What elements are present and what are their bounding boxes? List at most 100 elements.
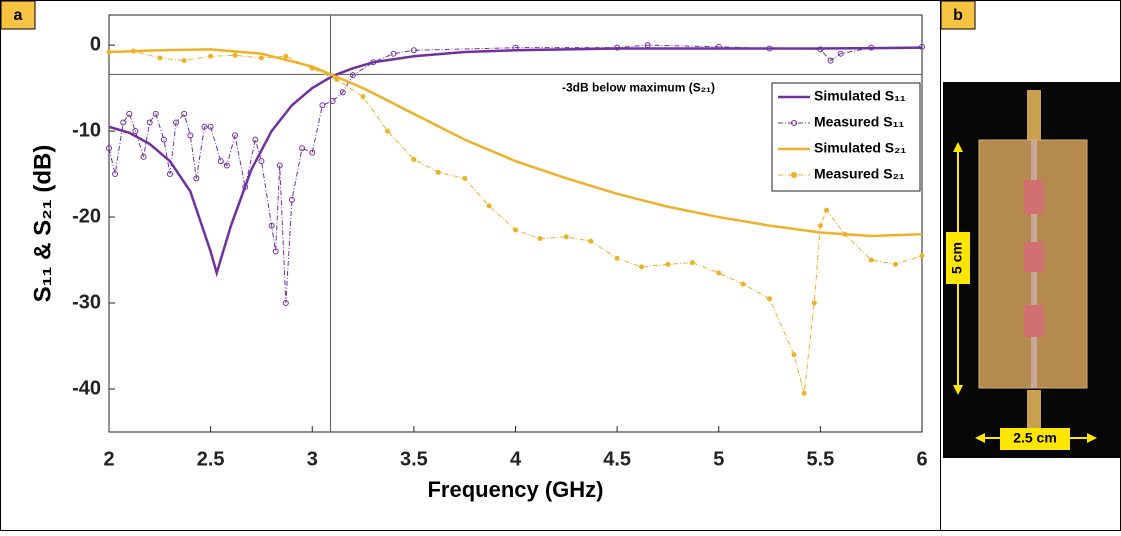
marker [411,156,417,162]
marker [258,158,265,165]
y-tick-label: 0 [90,33,101,55]
legend-label: Measured S₂₁ [814,166,905,182]
panel-label: a [14,7,23,24]
marker [817,223,823,229]
marker [563,234,569,240]
marker [435,169,441,175]
marker [160,136,167,143]
marker [689,260,695,266]
marker [360,94,366,100]
marker [288,196,295,203]
marker [827,57,834,64]
x-tick-label: 5 [713,448,724,470]
marker [811,300,817,306]
marker [486,203,492,209]
marker [868,257,874,263]
y-tick-label: -20 [72,205,101,227]
x-tick-label: 3 [307,448,318,470]
panel-label-box [0,0,36,30]
legend-marker [791,120,797,126]
marker [126,110,133,117]
marker [258,55,264,61]
marker [614,255,620,261]
marker [715,43,722,50]
series-line [108,48,923,238]
marker [173,119,180,126]
marker [106,49,112,55]
marker [817,46,824,53]
marker [187,132,194,139]
marker [120,119,127,126]
marker [513,227,518,233]
resonator [1024,242,1044,272]
y-tick-label: -40 [72,377,101,399]
marker [319,102,326,109]
marker [384,128,390,134]
marker [181,58,187,64]
marker [201,123,208,130]
marker [299,145,306,152]
dimension-label-box [946,232,970,284]
series-line [108,50,923,394]
marker [390,50,397,57]
marker [716,270,722,276]
legend-box [771,82,921,192]
x-tick-label: 4 [510,448,522,470]
marker [349,72,356,79]
marker [130,48,136,54]
marker [166,171,173,178]
marker [223,162,230,169]
marker [410,47,417,54]
x-tick-label: 2 [103,448,114,470]
marker [309,65,315,71]
marker [893,261,899,267]
legend-marker [791,172,797,178]
marker [232,52,238,58]
marker [193,175,200,182]
marker [767,296,773,302]
connector [1027,90,1041,140]
marker [644,42,651,49]
marker [242,183,249,190]
marker [309,149,316,156]
marker [334,76,340,82]
marker [537,236,543,242]
resonator [1024,305,1044,337]
marker [740,281,746,287]
marker [282,300,289,307]
marker [140,153,147,160]
series-line [108,44,923,304]
marker [207,123,214,130]
marker [588,238,594,244]
marker [208,53,214,59]
marker [283,53,289,59]
marker [217,158,224,165]
marker [112,171,119,178]
marker [919,253,925,259]
marker [766,45,773,52]
marker [106,145,112,152]
legend-label: Measured S₁₁ [814,114,904,130]
marker [252,136,259,143]
x-tick-label: 3.5 [400,448,428,470]
marker [276,162,283,169]
marker [919,43,925,50]
x-tick-label: 5.5 [806,448,834,470]
marker [639,264,645,270]
marker [268,222,275,229]
marker [232,132,239,139]
marker [272,248,279,255]
dimension-label: 5 cm [949,242,965,274]
marker [842,231,848,237]
y-tick-label: -10 [72,119,101,141]
x-tick-label: 2.5 [197,448,225,470]
y-axis-label: S₁₁ & S₂₁ (dB) [29,145,56,303]
dimension-label-box [1000,428,1070,450]
series-line [108,46,923,278]
marker [512,44,519,51]
marker [146,119,153,126]
panel-label-box [940,0,976,30]
panel-label: b [953,7,963,24]
resonator [1024,180,1044,214]
annotation: -3dB below maximum (S₂₁) [562,80,715,94]
